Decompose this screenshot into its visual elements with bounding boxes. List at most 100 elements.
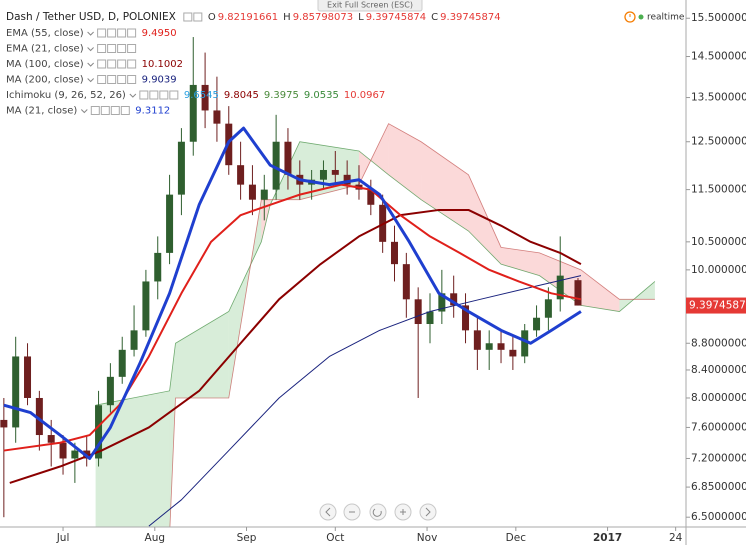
icon-button[interactable] xyxy=(117,28,127,38)
icon-button[interactable] xyxy=(97,75,107,84)
icon-button[interactable] xyxy=(107,44,117,53)
ohlc-value: 9.85798073 xyxy=(293,12,353,23)
legend-name: MA (100, close) xyxy=(6,59,84,70)
candle-body xyxy=(556,275,564,300)
legend-dropdown xyxy=(87,31,94,36)
ohlc-value: 9.39745874 xyxy=(366,12,426,23)
candle-body xyxy=(0,419,8,428)
y-tick-label: 10.50000000 xyxy=(691,236,746,248)
legend: Dash / Tether USD, D, POLONIEX O 9.8219166… xyxy=(6,11,501,117)
legend-name: MA (21, close) xyxy=(6,106,77,117)
cloud-segment xyxy=(619,281,655,312)
icon-button[interactable] xyxy=(107,28,117,38)
icon-button[interactable] xyxy=(100,106,110,115)
x-tick-label: Jul xyxy=(56,532,70,544)
candle-body xyxy=(485,343,493,350)
candle-body xyxy=(402,264,410,300)
legend-value: 10.0967 xyxy=(344,90,385,101)
legend-dropdown xyxy=(129,93,137,98)
symbol-title: Dash / Tether USD, D, POLONIEX xyxy=(6,11,176,23)
nav-button[interactable] xyxy=(419,503,437,521)
candle-body xyxy=(24,356,32,398)
candle-body xyxy=(343,174,351,185)
ohlc-key: O xyxy=(208,12,216,23)
nav-button[interactable] xyxy=(369,503,387,521)
candle-body xyxy=(248,184,256,200)
icon-button[interactable] xyxy=(110,106,120,115)
legend-dropdown xyxy=(87,78,95,83)
candle-body xyxy=(367,189,375,205)
ohlc-key: H xyxy=(283,12,291,23)
candle-body xyxy=(59,442,67,459)
legend-value: 9.6545 xyxy=(184,90,219,101)
icon-button[interactable] xyxy=(127,75,137,84)
icon-button[interactable] xyxy=(183,12,193,22)
icon-button[interactable] xyxy=(127,59,137,69)
y-tick-label: 10.00000000 xyxy=(691,264,746,276)
candle-body xyxy=(47,435,55,443)
candle-body xyxy=(118,349,126,377)
cloud-segment xyxy=(175,311,229,398)
x-tick-label: Nov xyxy=(417,532,438,544)
x-tick-label: Oct xyxy=(326,532,344,544)
y-tick-label: 6.85000000 xyxy=(691,481,746,493)
candle-body xyxy=(426,311,434,325)
y-tick-label: 15.50000000 xyxy=(691,12,746,24)
candle-body xyxy=(272,141,280,190)
icon-button[interactable] xyxy=(169,90,179,100)
icon-button[interactable] xyxy=(107,59,117,69)
candle-body xyxy=(189,84,197,142)
icon-button[interactable] xyxy=(117,44,127,53)
icon-button[interactable] xyxy=(107,75,117,84)
candle-body xyxy=(106,376,114,406)
cloud-segment xyxy=(95,390,170,527)
ohlc-key: L xyxy=(358,12,364,23)
candle-body xyxy=(331,169,339,175)
icon-button[interactable] xyxy=(139,90,149,100)
candle-body xyxy=(154,252,162,282)
y-tick-label: 7.60000000 xyxy=(691,421,746,433)
candle-body xyxy=(237,165,245,185)
legend-value: 9.0535 xyxy=(304,90,339,101)
y-tick-label: 14.50000000 xyxy=(691,51,746,63)
icon-button[interactable] xyxy=(90,106,100,115)
candle-body xyxy=(166,194,174,253)
candle-body xyxy=(213,110,221,124)
indicator-line xyxy=(148,275,582,527)
ohlc-key: C xyxy=(431,12,438,23)
candle-body xyxy=(462,305,470,331)
icon-button[interactable] xyxy=(117,59,127,69)
cloud-segment xyxy=(169,343,176,527)
exit-label[interactable]: Exit Full Screen (ESC) xyxy=(327,1,413,10)
icon-button[interactable] xyxy=(149,90,159,100)
icon-button[interactable] xyxy=(193,12,203,22)
cloud-segment xyxy=(468,174,502,265)
x-tick-label: Aug xyxy=(145,532,166,544)
candle-body xyxy=(497,343,505,350)
icon-button[interactable] xyxy=(117,75,127,84)
legend-dropdown xyxy=(87,47,94,52)
icon-button[interactable] xyxy=(97,28,107,38)
icon-button[interactable] xyxy=(127,44,137,53)
legend-name: EMA (55, close) xyxy=(6,28,84,39)
x-tick-label: Dec xyxy=(506,532,527,544)
legend-value: 9.3975 xyxy=(264,90,299,101)
icon-button[interactable] xyxy=(159,90,169,100)
icon-button[interactable] xyxy=(97,44,107,53)
candle-body xyxy=(438,293,446,312)
legend-value: 10.1002 xyxy=(142,59,183,70)
candle-body xyxy=(177,141,185,195)
icon-button[interactable] xyxy=(120,106,130,115)
x-tick-label: 2017 xyxy=(593,532,622,544)
nav-button[interactable] xyxy=(319,503,337,521)
icon-button[interactable] xyxy=(97,59,107,69)
icon-button[interactable] xyxy=(127,28,137,38)
exit-fullscreen[interactable]: Exit Full Screen (ESC) xyxy=(317,0,423,12)
y-tick-label: 13.50000000 xyxy=(691,92,746,104)
legend-dropdown xyxy=(80,109,88,114)
status-label: realtime xyxy=(647,13,685,23)
candle-body xyxy=(130,330,138,350)
x-tick-label: Sep xyxy=(237,532,257,544)
candle-body xyxy=(35,397,43,436)
